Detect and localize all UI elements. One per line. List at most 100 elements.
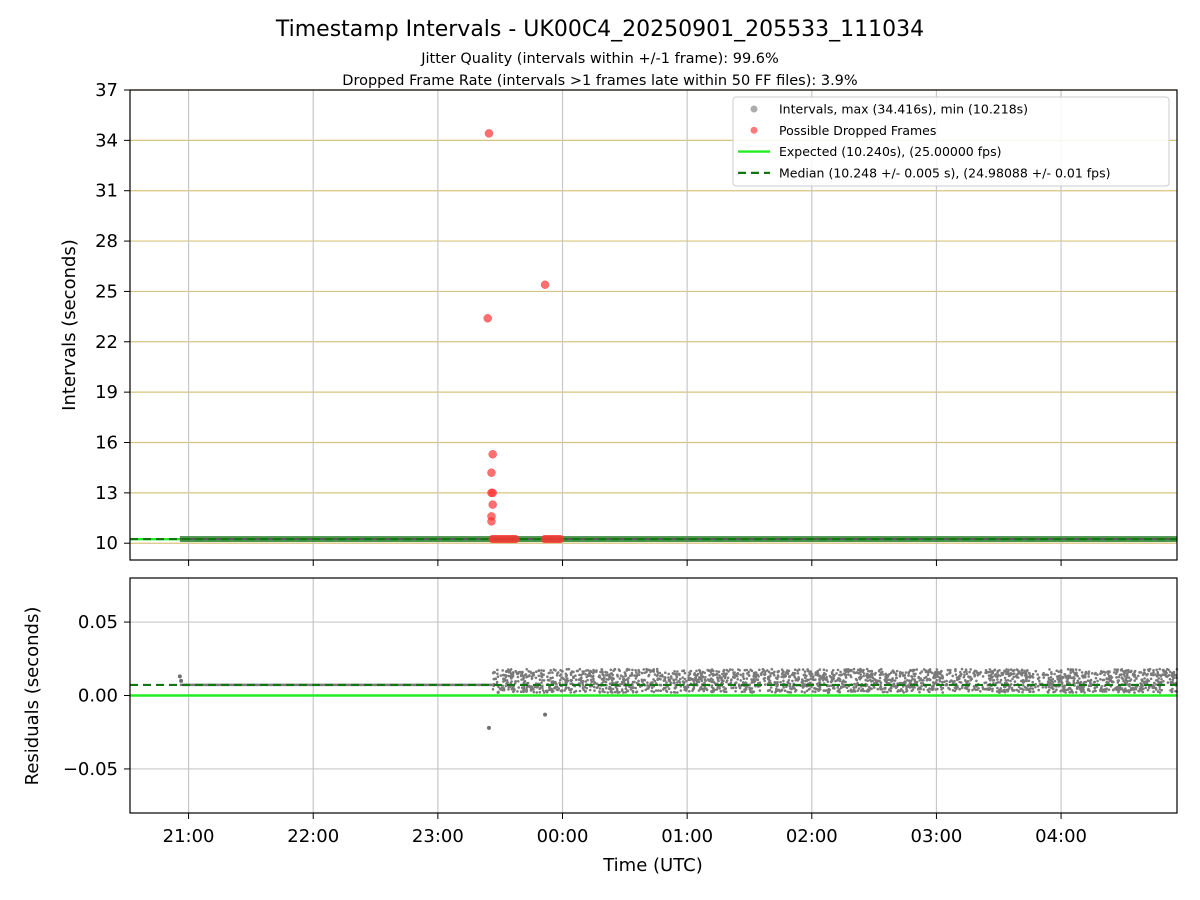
residual-point	[793, 668, 797, 671]
residual-point	[1102, 670, 1106, 674]
residual-point	[504, 684, 508, 688]
residual-point	[733, 671, 736, 674]
residual-point	[593, 689, 596, 692]
residual-point	[1157, 677, 1160, 680]
residual-point	[1002, 671, 1005, 675]
residual-point	[1115, 668, 1118, 672]
residual-point	[728, 668, 732, 671]
residual-point	[564, 686, 568, 689]
residual-point	[1038, 679, 1041, 683]
residual-point	[760, 673, 763, 676]
x-tick-label: 21:00	[163, 826, 215, 847]
residual-point	[939, 685, 943, 689]
residual-point	[948, 680, 952, 683]
residual-point	[715, 688, 719, 691]
residual-point	[884, 677, 888, 681]
residual-point	[1079, 686, 1083, 689]
residual-point	[843, 672, 846, 675]
residual-point	[650, 686, 654, 690]
residual-point	[504, 679, 507, 682]
residual-point	[776, 670, 780, 674]
residual-point	[907, 679, 911, 682]
residual-point	[1012, 675, 1016, 679]
residual-point	[800, 690, 804, 693]
residual-point	[505, 679, 509, 682]
residual-point	[939, 672, 942, 676]
residual-outlier	[543, 712, 548, 717]
residual-point	[1069, 671, 1072, 674]
residual-point	[672, 678, 675, 682]
residual-point	[585, 686, 588, 690]
residual-point	[1082, 688, 1085, 692]
residual-point	[740, 690, 744, 694]
residual-point	[752, 677, 756, 681]
residual-point	[787, 690, 791, 694]
residual-point	[565, 668, 569, 671]
residual-point	[895, 685, 899, 689]
residual-point	[1057, 679, 1061, 682]
residual-point	[1160, 688, 1163, 692]
residual-point	[934, 676, 937, 679]
residual-point	[824, 673, 827, 676]
residual-point	[839, 673, 843, 677]
residual-point	[989, 679, 992, 682]
residual-point	[538, 678, 542, 681]
residual-point	[1087, 675, 1090, 678]
residual-point	[739, 679, 742, 682]
residual-point	[566, 677, 569, 680]
residual-point	[1094, 676, 1098, 680]
residual-point	[618, 669, 621, 672]
residual-point	[491, 688, 495, 691]
residual-point	[907, 674, 910, 677]
residual-point	[762, 673, 766, 676]
residual-point	[577, 678, 581, 681]
residual-point	[793, 675, 797, 679]
residual-point	[964, 668, 968, 671]
residual-point	[1124, 678, 1128, 682]
residual-point	[737, 684, 741, 688]
residual-point	[841, 680, 844, 684]
residual-point	[898, 681, 902, 685]
residual-point	[1078, 668, 1081, 672]
residual-outlier	[486, 725, 491, 730]
residual-point	[1159, 675, 1163, 678]
residual-point	[898, 674, 902, 677]
residual-point	[1019, 687, 1022, 690]
residual-point	[951, 681, 955, 685]
residual-point	[592, 668, 595, 672]
residual-point	[698, 676, 701, 679]
y-tick-label: 19	[95, 382, 118, 403]
residual-point	[1129, 688, 1132, 692]
residual-point	[832, 685, 835, 688]
residual-point	[669, 675, 673, 678]
y-tick-label: 0.00	[78, 686, 118, 707]
residual-point	[730, 678, 733, 681]
dropped-frame-point	[488, 488, 497, 498]
residual-point	[607, 678, 610, 681]
residual-point	[877, 669, 881, 673]
residual-point	[1037, 688, 1040, 692]
residual-point	[959, 681, 963, 684]
residual-point	[934, 671, 938, 674]
residual-point	[492, 670, 496, 674]
residual-point	[1086, 679, 1090, 682]
residual-point	[516, 672, 520, 675]
residual-point	[588, 688, 592, 692]
residual-point	[840, 686, 843, 690]
residual-point	[551, 671, 554, 674]
residual-point	[911, 688, 915, 691]
residual-point	[1108, 670, 1111, 674]
residual-point	[951, 674, 954, 678]
residual-point	[699, 687, 702, 691]
residual-point	[700, 685, 703, 689]
residual-point	[665, 681, 668, 684]
residual-point	[506, 668, 510, 671]
residual-point	[1020, 671, 1024, 675]
residual-point	[1027, 671, 1031, 675]
residual-point	[834, 679, 837, 683]
residual-point	[704, 675, 707, 679]
residual-point	[973, 673, 977, 677]
residual-point	[1083, 691, 1086, 694]
residual-point	[821, 679, 825, 682]
residual-point	[871, 672, 874, 675]
